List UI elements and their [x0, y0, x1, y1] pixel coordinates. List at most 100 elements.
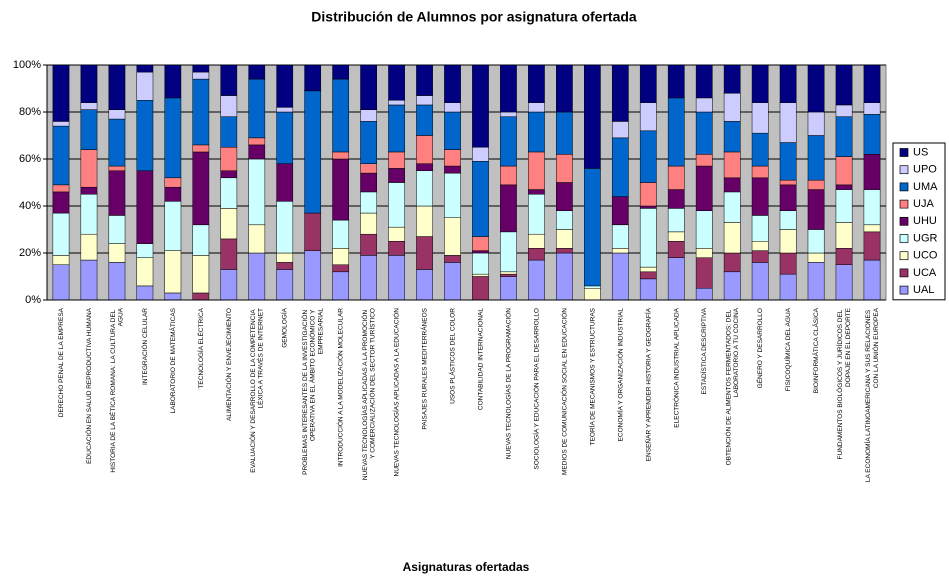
x-tick-label: MEDIOS DE COMUNICACIÓN SOCIAL EN EDUCACI…	[559, 308, 568, 475]
legend-swatch	[899, 182, 909, 192]
bar-segment	[192, 292, 210, 301]
bar-segment	[779, 179, 797, 186]
bar-segment	[360, 109, 377, 122]
bar-segment	[220, 170, 238, 179]
bar-segment	[583, 285, 601, 289]
bar-segment	[751, 64, 769, 103]
bar-segment	[388, 64, 405, 101]
bar-segment	[611, 196, 629, 226]
bar-segment	[164, 64, 182, 99]
bar-segment	[807, 189, 825, 230]
bar-segment	[52, 125, 70, 186]
bar-segment	[304, 90, 322, 214]
bar-segment	[528, 194, 545, 235]
bar-segment	[863, 224, 881, 233]
x-tick-label: FUNDAMENTOS BIOLÓGICOS Y JURÍDICOS DEL D…	[835, 307, 852, 459]
x-tick-label: LA ECONOMÍA LATINOAMERICANA Y SUS RELACI…	[863, 307, 880, 482]
bar-segment	[304, 212, 322, 251]
bar-segment	[667, 257, 685, 301]
legend-swatch	[899, 285, 909, 295]
bar-segment	[192, 64, 210, 73]
x-tick-label: PROBLEMAS INTERESANTES DE LA INVESTIGACI…	[300, 308, 324, 475]
bar-segment	[779, 64, 797, 103]
bar-segment	[416, 269, 433, 301]
x-tick-label: BIOINFORMÁTICA CLÁSICA	[811, 307, 820, 393]
y-tick-label: 0%	[25, 294, 41, 306]
bar-segment	[472, 276, 489, 301]
bar-segment	[304, 250, 322, 301]
bar-segment	[500, 116, 517, 167]
bar-segment	[416, 104, 433, 136]
bar-segment	[695, 165, 713, 211]
bar-segment	[556, 252, 573, 301]
bar-segment	[611, 137, 629, 197]
bar-segment	[416, 95, 433, 106]
bar-segment	[528, 189, 545, 195]
bar-segment	[332, 78, 350, 153]
bar-segment	[667, 189, 685, 209]
bar-segment	[220, 147, 238, 171]
bar-segment	[136, 243, 154, 258]
bar-segment	[835, 264, 853, 301]
bar-segment	[80, 194, 98, 235]
bar-segment	[220, 116, 238, 148]
bar-segment	[667, 241, 685, 258]
bar-segment	[807, 262, 825, 301]
bar-segment	[360, 233, 377, 256]
bar-segment	[695, 64, 713, 99]
bar-segment	[164, 292, 182, 301]
bar-segment	[360, 255, 377, 301]
bar-segment	[360, 172, 377, 193]
bar-segment	[835, 156, 853, 186]
bar-segment	[388, 104, 405, 153]
bar-segment	[751, 177, 769, 216]
bar-segment	[807, 229, 825, 254]
bar-segment	[416, 236, 433, 270]
legend-label: US	[913, 146, 928, 158]
bar-segment	[276, 201, 294, 254]
bar-segment	[556, 229, 573, 249]
bar-segment	[528, 259, 545, 301]
bar-segment	[276, 163, 294, 202]
legend-swatch	[899, 199, 909, 209]
bar-segment	[556, 154, 573, 183]
bar-segment	[388, 100, 405, 106]
bar-segment	[360, 163, 377, 174]
x-tick-label: OBTENCIÓN DE ALIMENTOS FERMENTADOS: DEL …	[723, 307, 740, 465]
x-tick-label: TECNOLOGÍA ELÉCTRICA	[196, 307, 205, 388]
bar-segment	[472, 161, 489, 237]
bar-segment	[779, 184, 797, 211]
bar-segment	[276, 64, 294, 108]
bar-segment	[276, 262, 294, 270]
bar-segment	[807, 252, 825, 263]
bar-segment	[835, 104, 853, 117]
bar-segment	[276, 107, 294, 113]
bar-segment	[695, 257, 713, 289]
bar-segment	[639, 266, 657, 273]
bar-segment	[108, 215, 126, 244]
bar-segment	[863, 154, 881, 190]
bar-segment	[248, 64, 266, 80]
bar-segment	[528, 111, 545, 153]
bar-segment	[52, 191, 70, 214]
bar-segment	[639, 278, 657, 301]
bar-segment	[108, 64, 126, 110]
bar-segment	[639, 271, 657, 280]
bar-segment	[192, 78, 210, 146]
bar-segment	[751, 102, 769, 134]
legend-swatch	[899, 251, 909, 261]
bar-segment	[556, 64, 573, 113]
bar-segment	[695, 288, 713, 301]
bar-segment	[136, 100, 154, 171]
x-tick-label: INTEGRACIÓN CELULAR	[140, 308, 149, 385]
bar-segment	[108, 243, 126, 263]
bar-segment	[108, 118, 126, 167]
bar-segment	[667, 165, 685, 190]
bar-segment	[500, 271, 517, 275]
bar-segment	[192, 144, 210, 153]
x-tick-label: INTRODUCCIÓN A LA MODELIZACIÓN MOLECULAR	[335, 308, 344, 467]
bar-segment	[444, 111, 461, 150]
bar-segment	[667, 97, 685, 167]
bar-segment	[639, 208, 657, 268]
bar-segment	[276, 111, 294, 164]
